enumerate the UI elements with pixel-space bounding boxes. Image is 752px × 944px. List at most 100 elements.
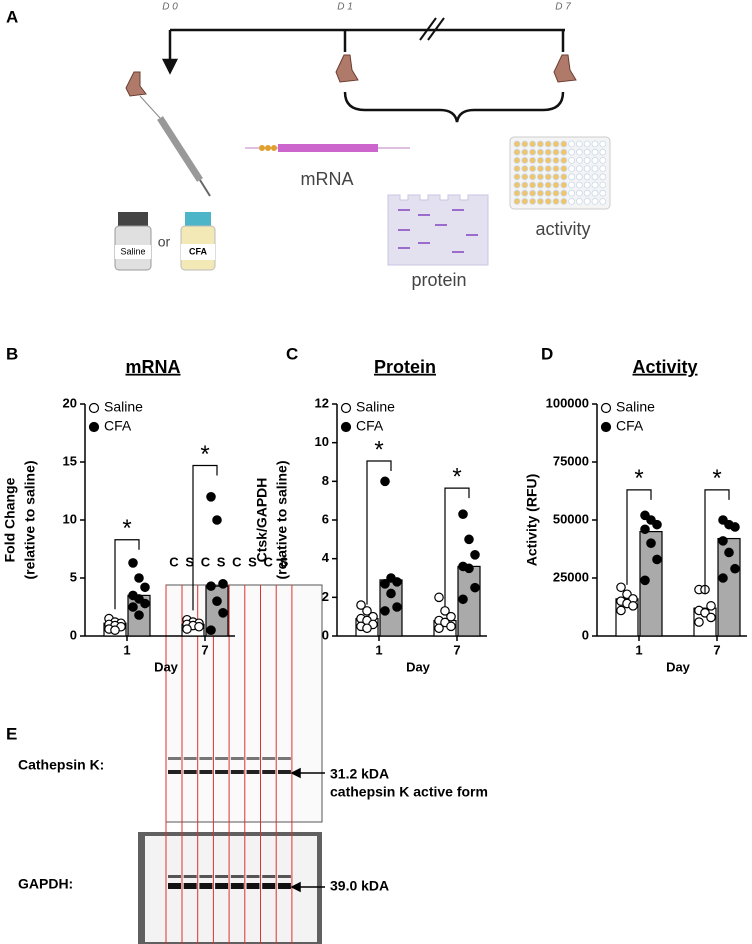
well [552,197,560,205]
well [583,173,591,181]
band [168,757,181,760]
band [262,883,276,889]
data-point [128,602,138,612]
data-point [392,602,402,612]
legend-label: Saline [104,399,143,415]
y-tick-label: 75000 [553,453,589,468]
data-point [212,515,222,525]
day-label: D 0 [162,2,178,13]
well [529,173,536,181]
legend-marker [340,421,352,433]
data-point [694,617,704,627]
data-point [386,588,396,599]
significance-bracket [114,539,140,610]
well [568,148,575,156]
legend-label: Saline [616,399,655,415]
data-point [706,612,716,623]
well [537,173,544,181]
well [537,156,544,164]
panel-label: C [286,344,298,363]
well [544,165,552,173]
gel [387,194,489,266]
well [576,189,583,197]
data-point [652,519,662,530]
well [576,148,583,156]
day-label: D 7 [555,2,571,13]
legend-marker [340,402,352,414]
x-tick-label: 1 [635,642,642,657]
chart-title: Activity [632,357,697,377]
mrna-strand [245,144,410,152]
data-point [380,476,390,487]
well [544,197,552,205]
data-point [724,547,734,558]
well [599,148,607,156]
well [521,156,529,164]
lane-label: C [264,554,274,569]
well [560,189,568,197]
data-point [140,582,150,593]
significance-label: * [634,465,643,492]
well [583,197,591,205]
well [529,156,536,164]
data-point [706,601,716,611]
well [544,156,552,164]
well [521,165,529,173]
well [599,189,607,197]
band [215,883,229,889]
y-tick-label: 8 [322,473,329,488]
band [183,757,197,760]
band [199,757,213,760]
y-tick-label: 100000 [546,395,589,410]
well [521,148,529,156]
well [529,181,536,189]
well [560,156,568,164]
well [591,148,599,156]
y-tick-label: 0 [322,627,329,642]
well [544,189,552,197]
well [576,173,583,181]
well [529,165,536,173]
well [529,140,536,148]
legend-label: Saline [356,399,395,415]
y-tick-label: 12 [315,395,329,410]
well [552,181,560,189]
syringe [139,95,211,197]
significance-bracket [704,489,730,595]
data-point [380,578,390,589]
x-tick-label: 7 [201,642,208,657]
data-point [134,610,144,620]
data-point [730,563,740,574]
data-point [128,558,138,568]
data-point [362,606,372,616]
well [591,189,599,197]
lane-label: S [280,554,289,569]
well [560,173,568,181]
well [513,148,521,156]
data-point [140,598,150,609]
row-label: GAPDH: [18,876,73,892]
significance-bracket [444,487,470,607]
well [583,156,591,164]
well [521,197,529,205]
well [560,197,568,205]
well [591,156,599,164]
y-tick-label: 15 [63,453,77,468]
well [591,197,599,205]
band-label: 31.2 kDA [330,766,389,782]
well [599,165,607,173]
lane-label: S [248,554,257,569]
y-tick-label: 20 [63,395,77,410]
day-label: D 1 [337,2,353,13]
well [599,197,607,205]
band [277,875,291,878]
well [552,173,560,181]
data-point [434,592,444,603]
panel-label: B [6,344,18,363]
data-point [470,549,480,560]
panel-label: A [6,7,18,26]
band [246,883,260,889]
data-point [356,600,366,610]
legend-label: CFA [104,418,132,434]
